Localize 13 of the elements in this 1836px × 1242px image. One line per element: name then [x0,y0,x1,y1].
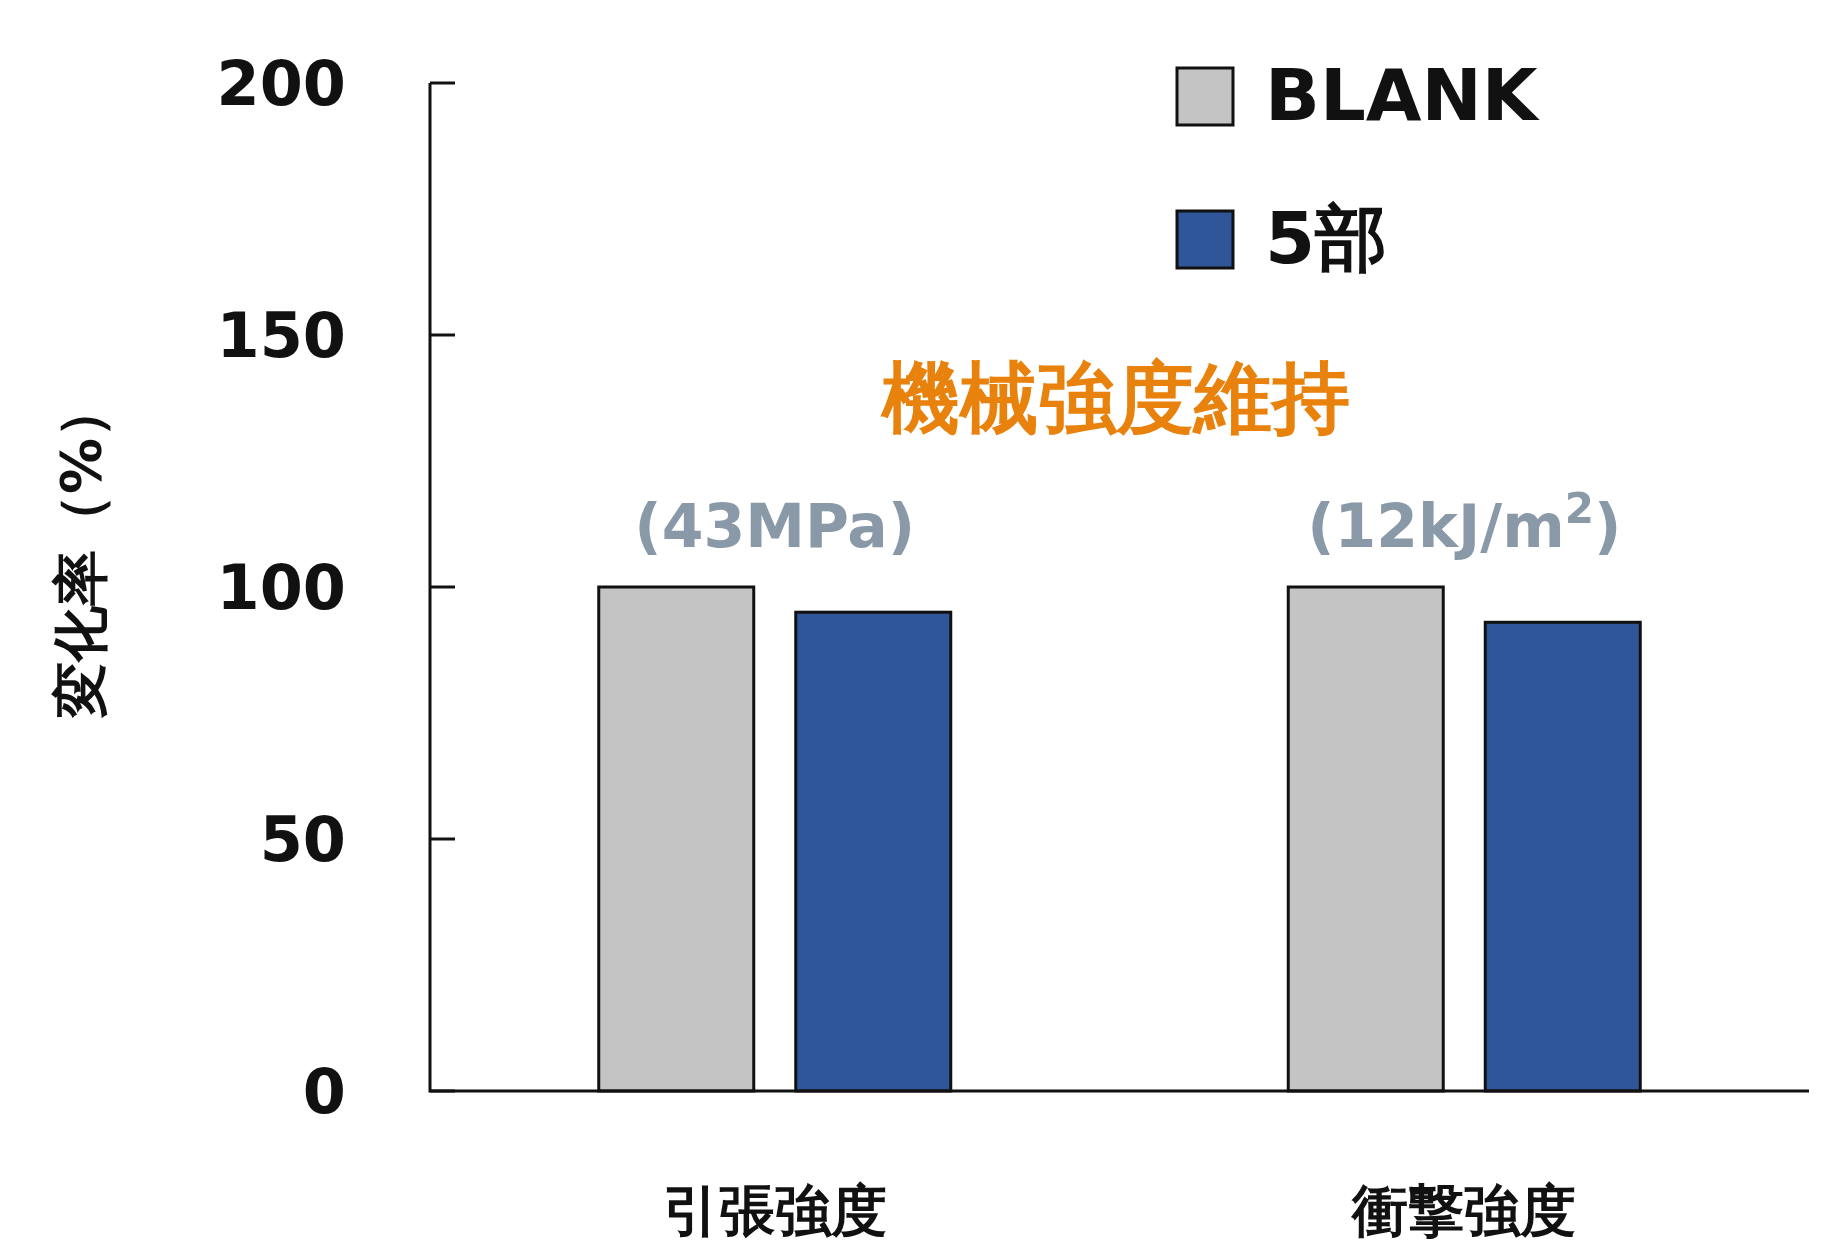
legend-label: BLANK [1265,53,1540,137]
annotation: (43MPa) [634,491,916,561]
legend-label: 5部 [1265,196,1388,280]
y-tick-label: 50 [259,803,346,876]
y-tick-label: 150 [216,299,346,372]
annotation: (12kJ/m$^{2}$) [1307,483,1622,561]
y-tick-label: 200 [216,47,346,120]
annotation: 機械強度維持 [879,353,1350,443]
y-tick-label: 100 [216,551,346,624]
x-tick-label: 衝撃強度 [1350,1178,1577,1242]
y-tick-label: 0 [302,1055,346,1128]
y-axis-title: 変化率（%） [48,381,113,720]
x-tick-label: 引張強度 [662,1178,887,1242]
